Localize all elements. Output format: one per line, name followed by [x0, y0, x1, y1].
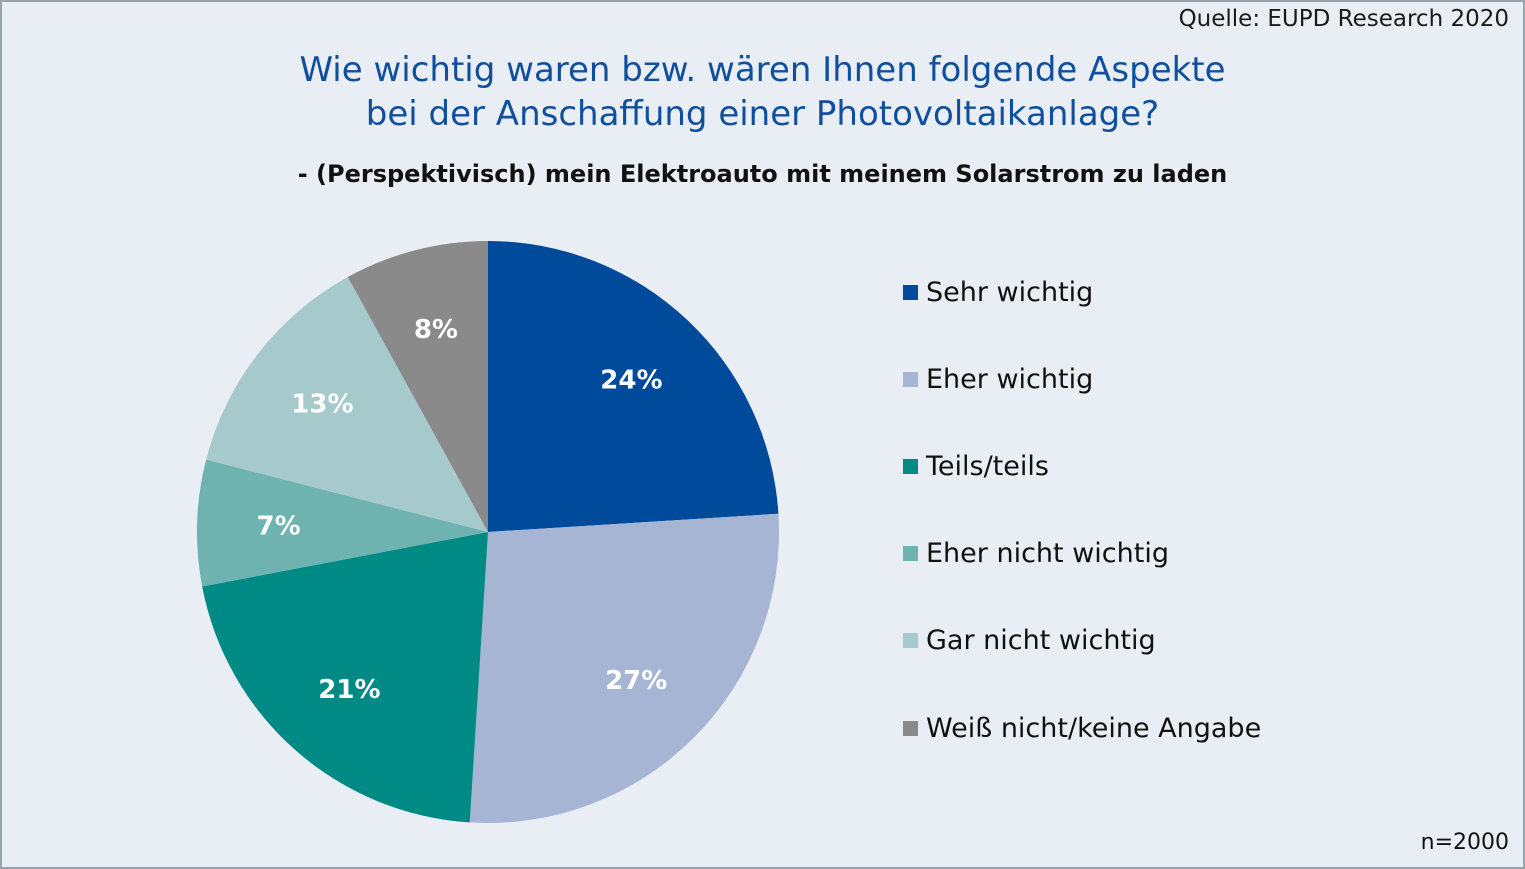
data-label-weiss-nicht-keine-angabe: 8% — [414, 315, 458, 345]
legend-item-gar-nicht-wichtig: Gar nicht wichtig — [903, 621, 1156, 661]
chart-title-line-2: bei der Anschaffung einer Photovoltaikan… — [365, 94, 1160, 134]
pie-slice-weiss-nicht-keine-angabe — [347, 240, 488, 532]
legend-label: Eher nicht wichtig — [926, 538, 1169, 570]
data-label-gar-nicht-wichtig: 13% — [291, 390, 353, 420]
data-label-teils-teils: 21% — [318, 675, 380, 705]
chart-title: Wie wichtig waren bzw. wären Ihnen folge… — [0, 48, 1525, 136]
legend-label: Gar nicht wichtig — [926, 625, 1156, 657]
legend-swatch — [903, 371, 918, 387]
legend-item-weiss-nicht-keine-angabe: Weiß nicht/keine Angabe — [903, 708, 1261, 748]
legend-swatch — [903, 633, 918, 649]
pie-slice-sehr-wichtig — [488, 241, 779, 532]
chart-subtitle: - (Perspektivisch) mein Elektroauto mit … — [297, 160, 1228, 188]
pie-slice-eher-nicht-wichtig — [196, 459, 489, 587]
legend-swatch — [903, 284, 918, 300]
data-label-eher-wichtig: 27% — [605, 666, 667, 696]
legend-item-sehr-wichtig: Sehr wichtig — [903, 272, 1093, 312]
pie-slice-gar-nicht-wichtig — [206, 276, 488, 532]
legend-label: Eher wichtig — [926, 363, 1094, 395]
legend-label: Sehr wichtig — [926, 276, 1094, 308]
data-label-eher-nicht-wichtig: 7% — [257, 511, 301, 541]
data-label-sehr-wichtig: 24% — [600, 365, 662, 395]
chart-title-line-1: Wie wichtig waren bzw. wären Ihnen folge… — [299, 50, 1226, 90]
legend-item-eher-nicht-wichtig: Eher nicht wichtig — [903, 534, 1169, 574]
pie-slice-teils-teils — [202, 532, 488, 823]
legend-item-teils-teils: Teils/teils — [903, 446, 1049, 486]
legend-label: Weiß nicht/keine Angabe — [926, 712, 1262, 744]
legend-item-eher-wichtig: Eher wichtig — [903, 359, 1093, 399]
legend-swatch — [903, 720, 918, 736]
legend-swatch — [903, 546, 918, 562]
source-note: Quelle: EUPD Research 2020 — [1178, 6, 1509, 32]
sample-size-note: n=2000 — [1420, 830, 1509, 855]
legend-label: Teils/teils — [926, 450, 1049, 482]
pie-slice-eher-wichtig — [469, 513, 780, 824]
legend-swatch — [903, 458, 918, 474]
